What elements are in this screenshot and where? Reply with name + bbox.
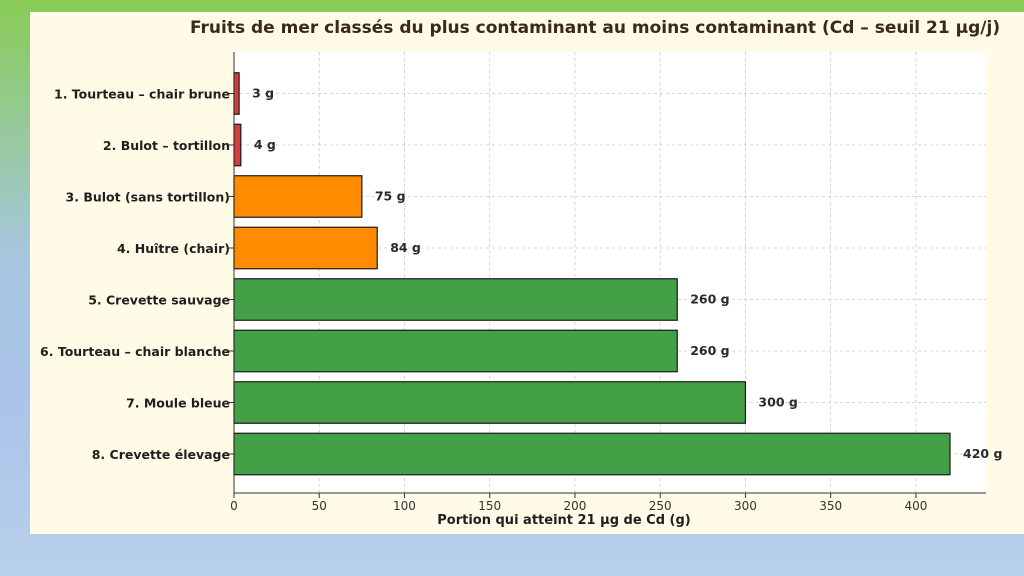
category-label: 6. Tourteau – chair blanche bbox=[40, 344, 230, 359]
category-label: 5. Crevette sauvage bbox=[88, 293, 230, 308]
bar-chart: 0 50 100 150 200 250 300 350 400 1. Tourteau – ch… bbox=[40, 52, 1002, 528]
bar bbox=[233, 432, 951, 476]
x-tick-label: 300 bbox=[734, 499, 757, 513]
value-label: 75 g bbox=[375, 189, 406, 204]
x-tick-label: 0 bbox=[230, 499, 238, 513]
bar bbox=[233, 226, 378, 270]
value-label: 3 g bbox=[252, 86, 274, 101]
category-label: 1. Tourteau – chair brune bbox=[54, 87, 230, 102]
category-label: 8. Crevette élevage bbox=[92, 447, 230, 462]
category-label: 3. Bulot (sans tortillon) bbox=[66, 190, 230, 205]
value-label: 260 g bbox=[690, 343, 729, 358]
x-tick-label: 250 bbox=[649, 499, 672, 513]
value-label: 300 g bbox=[758, 395, 797, 410]
bar bbox=[233, 72, 240, 115]
x-tick-label: 100 bbox=[393, 499, 416, 513]
category-label: 7. Moule bleue bbox=[126, 396, 230, 411]
x-tick-label: 350 bbox=[819, 499, 842, 513]
x-tick-label: 150 bbox=[478, 499, 501, 513]
bar bbox=[233, 278, 678, 321]
bar bbox=[233, 175, 363, 218]
chart-title: Fruits de mer classés du plus contaminan… bbox=[190, 18, 1001, 38]
category-label: 4. Huître (chair) bbox=[117, 241, 230, 256]
value-label: 84 g bbox=[390, 240, 421, 255]
bar bbox=[233, 123, 242, 167]
x-tick-label: 50 bbox=[312, 499, 327, 513]
x-tick-label: 400 bbox=[904, 499, 927, 513]
x-tick-label: 200 bbox=[563, 499, 586, 513]
bar bbox=[233, 381, 747, 424]
plot-area bbox=[234, 52, 986, 493]
slide-background: 0 50 100 150 200 250 300 350 400 1. Tourteau – ch… bbox=[30, 12, 1024, 534]
value-label: 4 g bbox=[254, 137, 276, 152]
category-label: 2. Bulot – tortillon bbox=[103, 138, 230, 153]
value-label: 420 g bbox=[963, 446, 1002, 461]
x-axis-title: Portion qui atteint 21 µg de Cd (g) bbox=[437, 513, 691, 528]
value-label: 260 g bbox=[690, 292, 729, 307]
bar bbox=[233, 329, 678, 373]
